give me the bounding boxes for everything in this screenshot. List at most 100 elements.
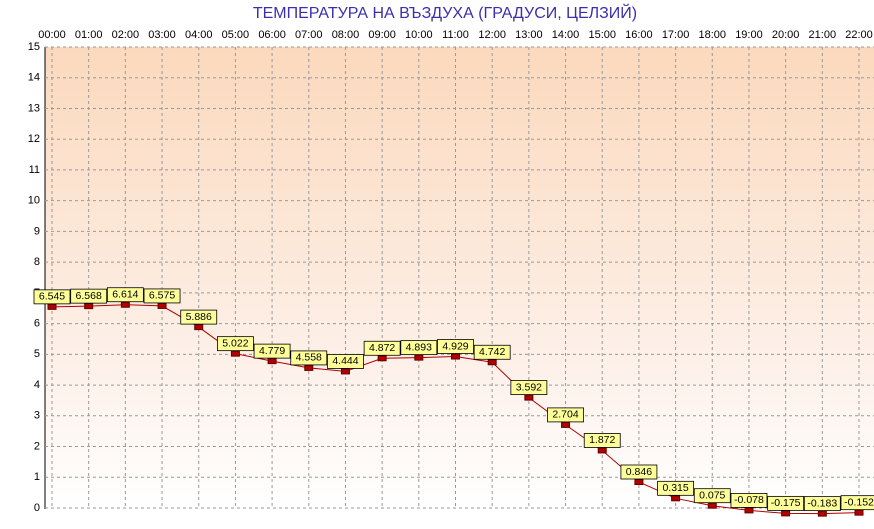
data-label: 6.575 <box>149 290 175 302</box>
x-tick-label: 13:00 <box>515 29 543 41</box>
data-label-box <box>143 288 181 304</box>
data-label-box <box>106 287 144 303</box>
plot-area <box>45 47 874 508</box>
data-label: 5.022 <box>222 337 248 349</box>
x-tick-label: 11:00 <box>442 29 469 41</box>
x-tick-label: 03:00 <box>148 29 176 41</box>
x-tick-label: 14:00 <box>552 29 580 41</box>
data-label: 4.779 <box>259 345 285 357</box>
marker <box>267 358 277 365</box>
data-label-box <box>180 309 218 325</box>
data-label: -0.078 <box>734 494 764 506</box>
data-label: 4.929 <box>442 340 468 352</box>
x-tick-label: 05:00 <box>222 29 250 41</box>
x-tick-label: 18:00 <box>699 29 727 41</box>
x-tick-label: 22:00 <box>845 29 873 41</box>
x-tick-label: 02:00 <box>112 29 140 41</box>
y-tick-label: 11 <box>29 164 40 176</box>
y-tick-label: 9 <box>34 225 40 237</box>
y-tick-label: 1 <box>34 471 40 483</box>
marker <box>304 364 314 371</box>
x-tick-label: 00:00 <box>38 29 66 41</box>
data-label-box <box>253 343 291 359</box>
marker <box>414 354 424 361</box>
data-label-box <box>437 339 474 354</box>
data-label-box <box>693 488 731 504</box>
y-tick-label: 3 <box>34 410 40 422</box>
data-label-box <box>473 344 511 360</box>
data-label-box <box>70 288 108 304</box>
x-tick-label: 17:00 <box>662 29 690 41</box>
y-tick-label: 13 <box>28 102 40 114</box>
data-label: 0.075 <box>699 489 725 501</box>
x-tick-label: 06:00 <box>258 29 286 41</box>
data-label: 0.315 <box>662 482 688 494</box>
data-label: -0.175 <box>771 497 801 509</box>
data-label-box <box>767 495 805 511</box>
marker <box>194 324 204 331</box>
data-label-box <box>730 492 768 508</box>
data-label: 1.872 <box>589 434 615 446</box>
marker <box>157 302 167 309</box>
y-tick-label: 12 <box>28 133 40 145</box>
data-label: 4.872 <box>369 342 395 354</box>
y-tick-label: 6 <box>34 318 40 330</box>
marker <box>597 447 607 454</box>
marker <box>561 421 571 428</box>
data-label: 6.614 <box>112 289 138 301</box>
x-tick-label: 07:00 <box>295 29 323 41</box>
marker <box>451 353 460 360</box>
marker <box>377 355 387 362</box>
marker <box>340 368 350 375</box>
data-label-box <box>33 289 71 305</box>
data-label-box <box>840 495 874 511</box>
marker <box>634 478 644 485</box>
data-label: 6.545 <box>39 291 65 303</box>
data-label-box <box>803 496 841 512</box>
data-label-box <box>217 336 254 352</box>
y-tick-label: 14 <box>28 72 40 84</box>
data-label: 4.893 <box>406 341 432 353</box>
x-tick-label: 12:00 <box>478 29 506 41</box>
marker <box>671 495 681 502</box>
marker <box>524 394 534 401</box>
data-label-box <box>327 354 364 369</box>
x-tick-label: 15:00 <box>588 29 616 41</box>
data-label: 3.592 <box>516 381 542 393</box>
marker <box>854 509 864 516</box>
marker <box>47 303 57 310</box>
data-label-box <box>547 407 584 423</box>
data-label: 0.846 <box>626 466 652 478</box>
y-tick-label: 15 <box>28 41 40 53</box>
x-tick-label: 21:00 <box>809 29 837 41</box>
x-tick-label: 20:00 <box>772 29 800 41</box>
x-tick-label: 04:00 <box>185 29 213 41</box>
chart-title: ТЕМПЕРАТУРА НА ВЪЗДУХА (ГРАДУСИ, ЦЕЛЗИЙ) <box>253 3 637 22</box>
data-label: 5.886 <box>186 311 212 323</box>
marker <box>487 359 497 366</box>
marker <box>120 301 130 308</box>
y-tick-label: 4 <box>34 379 40 391</box>
data-label-box <box>620 464 658 480</box>
marker <box>707 502 717 509</box>
data-label: -0.152 <box>844 496 874 508</box>
marker <box>744 507 754 514</box>
data-label-box <box>583 433 621 448</box>
data-label-box <box>657 480 694 496</box>
data-label-box <box>510 380 548 396</box>
data-label: -0.183 <box>807 497 837 509</box>
marker <box>781 510 791 517</box>
data-label: 4.444 <box>332 355 358 367</box>
x-tick-label: 19:00 <box>735 29 763 41</box>
x-tick-label: 16:00 <box>625 29 653 41</box>
y-tick-label: 2 <box>34 440 40 452</box>
data-label: 4.558 <box>296 352 322 364</box>
data-label: 6.568 <box>76 290 102 302</box>
data-label: 2.704 <box>552 409 578 421</box>
y-tick-label: 10 <box>28 195 40 207</box>
marker <box>817 510 827 517</box>
x-tick-label: 09:00 <box>368 29 396 41</box>
x-tick-label: 01:00 <box>75 29 103 41</box>
y-tick-label: 0 <box>34 502 40 514</box>
